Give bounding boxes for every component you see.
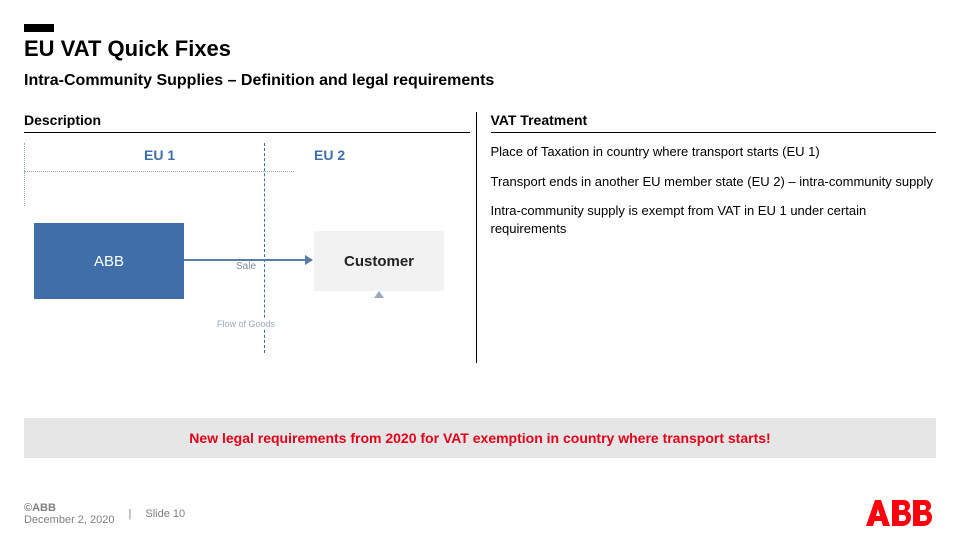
zone-label-eu1: EU 1 [144, 147, 175, 163]
description-column: Description EU 1 EU 2 ABB Customer Sale … [24, 112, 470, 363]
bullet-item: Intra-community supply is exempt from VA… [491, 202, 937, 237]
content-columns: Description EU 1 EU 2 ABB Customer Sale … [24, 112, 936, 363]
vat-bullets: Place of Taxation in country where trans… [491, 143, 937, 237]
slide-page: EU VAT Quick Fixes Intra-Community Suppl… [0, 0, 960, 540]
accent-bar [24, 24, 54, 32]
page-subtitle: Intra-Community Supplies – Definition an… [24, 72, 936, 90]
footer-left: ©ABB December 2, 2020 [24, 502, 115, 526]
abb-logo-icon [866, 500, 932, 526]
flow-path-segment [24, 171, 294, 172]
footer-separator: | [129, 508, 132, 520]
page-title: EU VAT Quick Fixes [24, 36, 936, 62]
abb-node: ABB [34, 223, 184, 299]
footer-date: December 2, 2020 [24, 514, 115, 526]
flow-path-segment [24, 143, 25, 171]
description-heading: Description [24, 112, 470, 133]
slide-number: Slide 10 [145, 508, 185, 520]
flow-path-segment [24, 172, 25, 206]
callout-text: New legal requirements from 2020 for VAT… [189, 430, 770, 446]
bullet-item: Transport ends in another EU member stat… [491, 173, 937, 191]
abb-logo [866, 500, 932, 526]
zone-label-eu2: EU 2 [314, 147, 345, 163]
vat-treatment-heading: VAT Treatment [491, 112, 937, 133]
copyright-text: ©ABB [24, 502, 115, 514]
slide-footer: ©ABB December 2, 2020 | Slide 10 [24, 502, 185, 526]
vat-treatment-column: VAT Treatment Place of Taxation in count… [476, 112, 937, 363]
callout-banner: New legal requirements from 2020 for VAT… [24, 418, 936, 458]
flow-of-goods-label: Flow of Goods [214, 319, 278, 329]
bullet-item: Place of Taxation in country where trans… [491, 143, 937, 161]
customer-node: Customer [314, 231, 444, 291]
intra-community-diagram: EU 1 EU 2 ABB Customer Sale Flow of Good… [24, 143, 464, 363]
sale-arrow-label: Sale [234, 261, 258, 272]
flow-arrowhead-icon [374, 291, 384, 298]
